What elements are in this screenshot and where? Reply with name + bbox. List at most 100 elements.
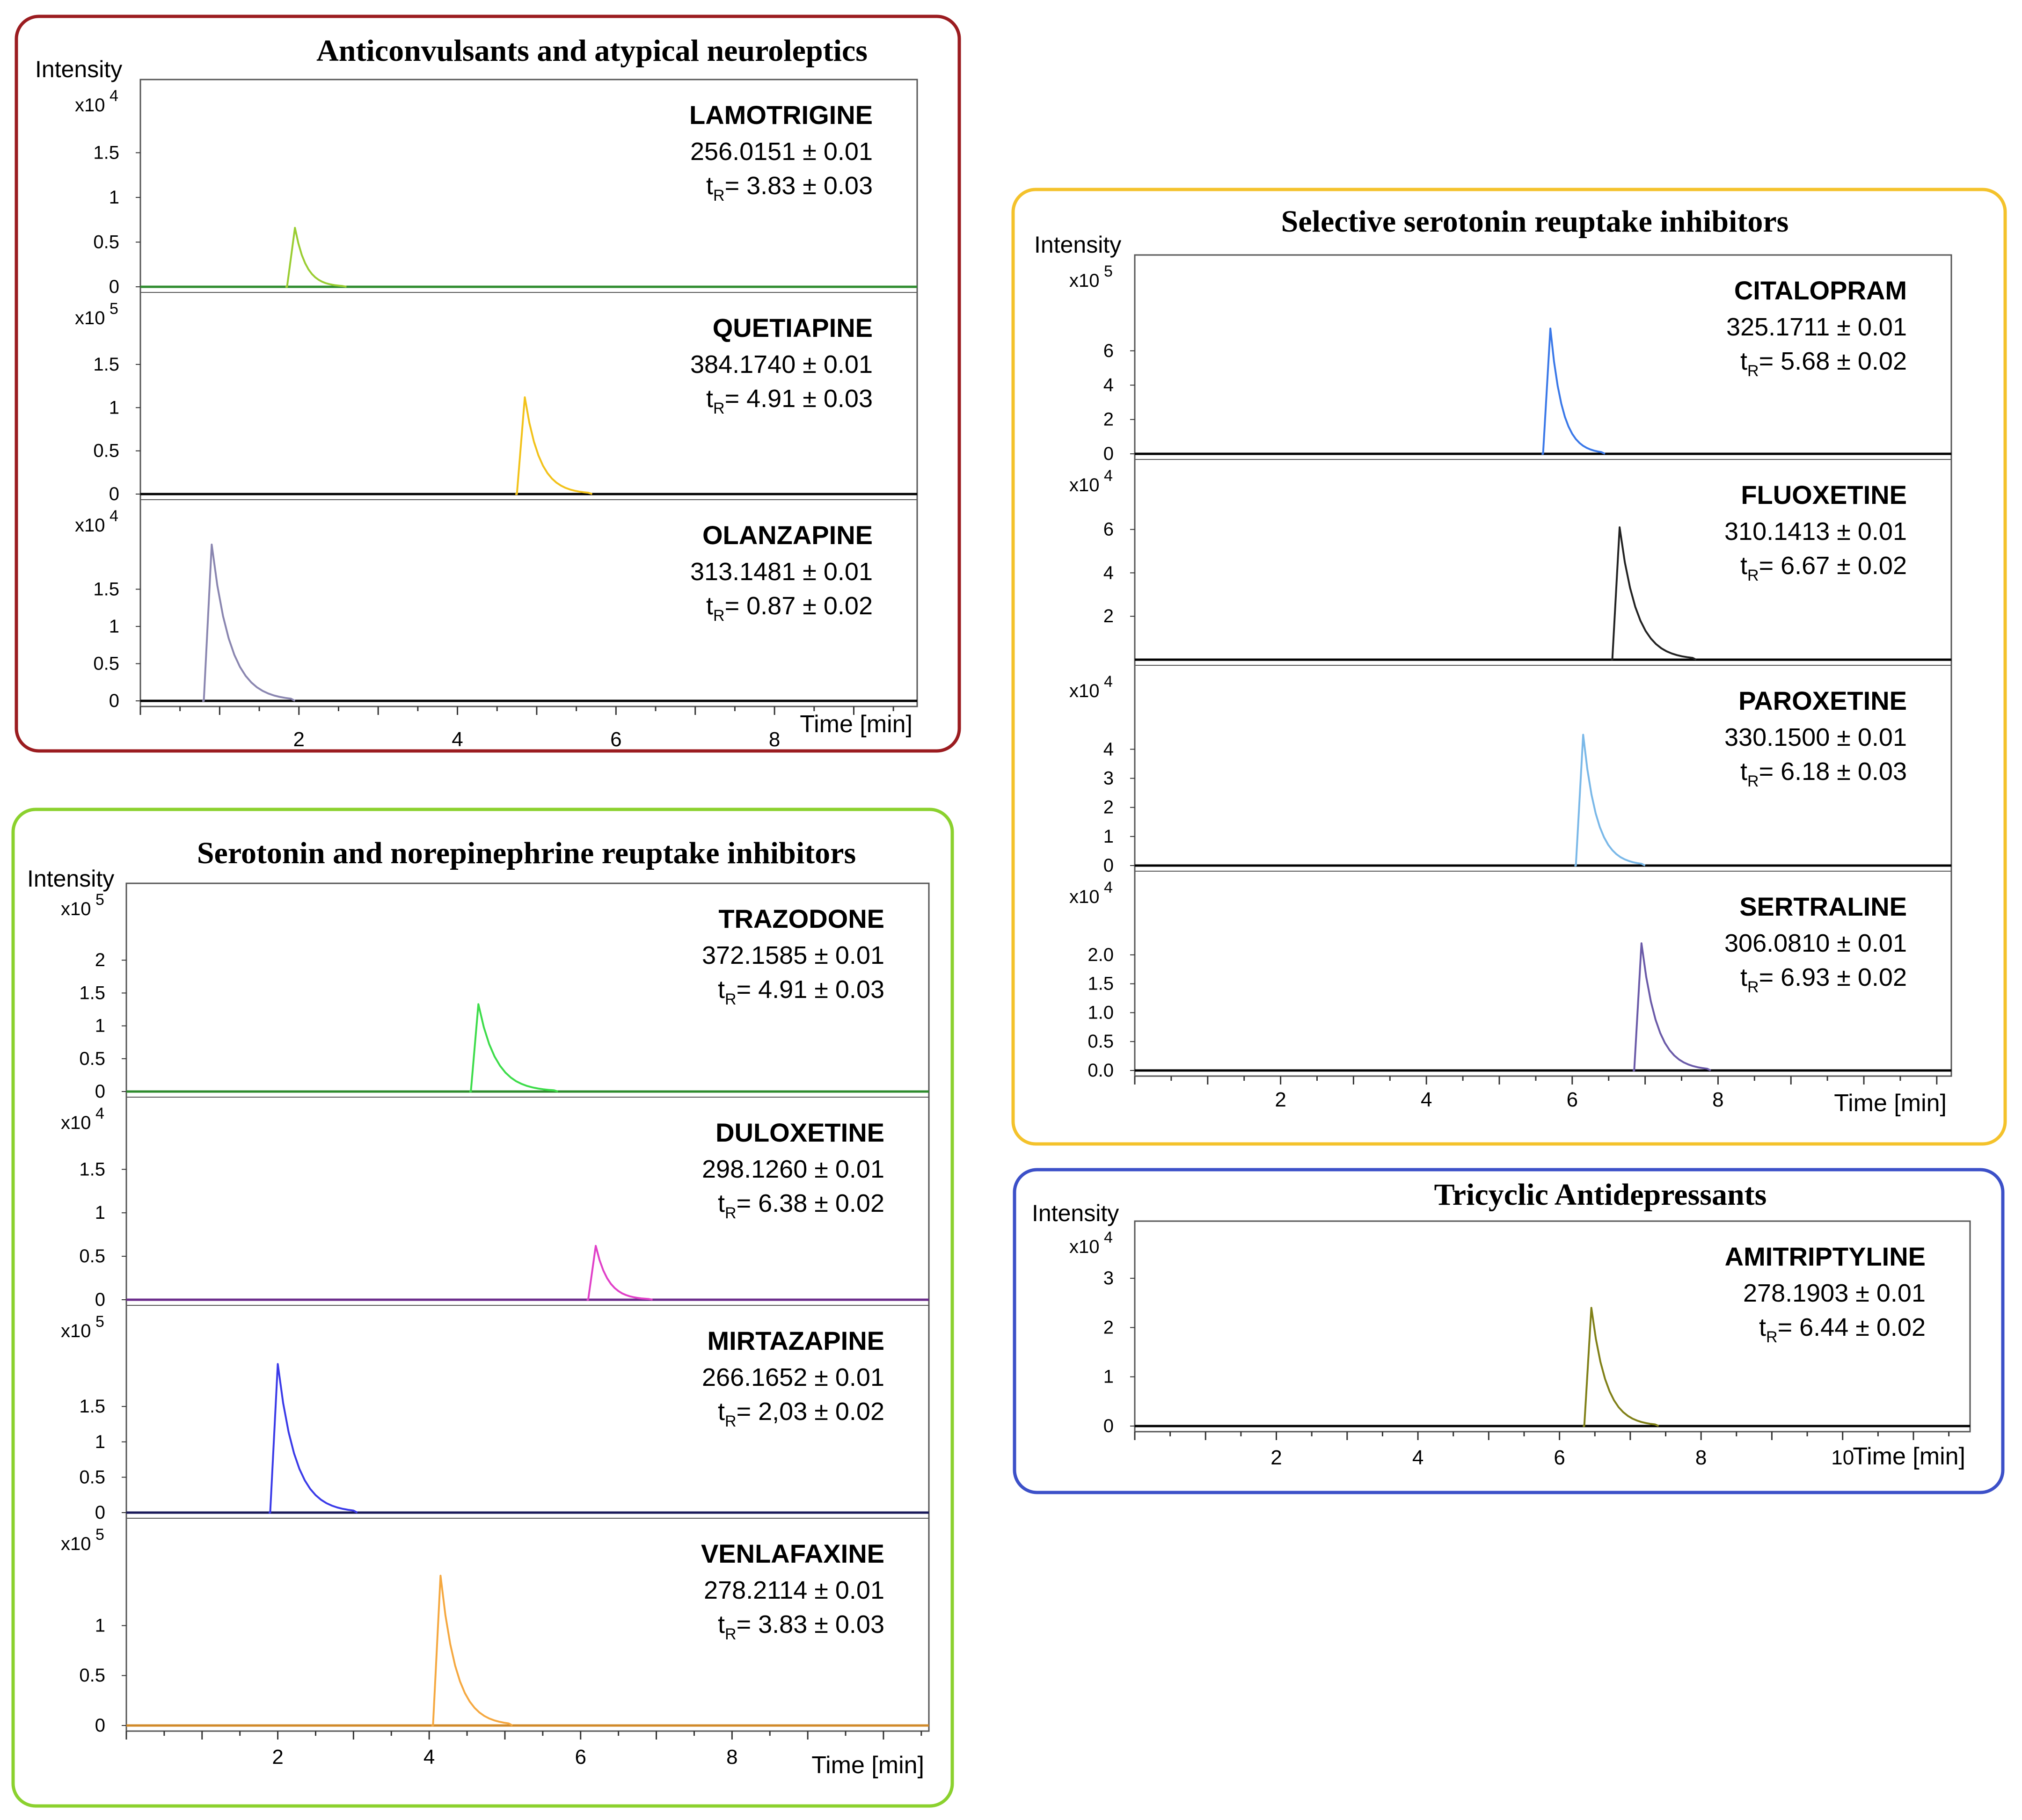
x-axis: 2 4 6 8 bbox=[125, 1731, 922, 1769]
y-tick-label: 1.5 bbox=[79, 983, 105, 1003]
compound-mz: 313.1481 ± 0.01 bbox=[690, 558, 873, 586]
retention-time: tR= 4.91 ± 0.03 bbox=[706, 385, 873, 417]
y-tick-label: 0 bbox=[95, 1289, 105, 1310]
panel-title: Serotonin and norepinephrine reuptake in… bbox=[197, 836, 856, 870]
x-tick-label: 8 bbox=[1695, 1446, 1707, 1469]
y-tick-label: 1.5 bbox=[93, 579, 119, 599]
rt-value: = 5.68 ± 0.02 bbox=[1759, 347, 1907, 375]
x-tick-label: 6 bbox=[575, 1746, 586, 1769]
y-scale-label: x10 4 bbox=[75, 87, 118, 116]
compound-mz: 310.1413 ± 0.01 bbox=[1724, 517, 1907, 546]
trace-sertraline: 0.0 0.5 1.0 1.5 2.0 x10 4 SERTRALINE 306.0810 ±… bbox=[1069, 871, 1951, 1081]
y-scale-label: x10 5 bbox=[61, 891, 104, 919]
y-scale-exponent: 4 bbox=[1100, 1229, 1113, 1246]
y-scale-label: x10 4 bbox=[1069, 673, 1113, 701]
x-axis-label: Time [min] bbox=[811, 1752, 924, 1779]
compound-name: LAMOTRIGINE bbox=[689, 100, 873, 130]
y-scale-exponent: 5 bbox=[1100, 262, 1113, 280]
x-axis: 2 4 6 8 10 bbox=[1134, 1432, 1950, 1469]
panel-title: Selective serotonin reuptake inhibitors bbox=[1281, 204, 1789, 239]
y-tick-label: 1.5 bbox=[93, 354, 119, 375]
y-tick-label: 0 bbox=[95, 1715, 105, 1736]
x-axis: 2 4 6 8 bbox=[1134, 1076, 1938, 1111]
compound-mz: 306.0810 ± 0.01 bbox=[1724, 929, 1907, 957]
y-tick-label: 0.0 bbox=[1088, 1060, 1114, 1081]
trace-quetiapine: 0 0.5 1 1.5 x10 5 QUETIAPINE 384.1740 ± 0.01 tR… bbox=[75, 292, 917, 504]
y-tick-label: 2 bbox=[1103, 1317, 1114, 1338]
peak-line bbox=[1541, 328, 1606, 455]
retention-time: tR= 3.83 ± 0.03 bbox=[706, 172, 873, 204]
trace-mirtazapine: 0 0.5 1 1.5 x10 5 MIRTAZAPINE 266.1652 ± 0.01 t… bbox=[61, 1305, 929, 1523]
trace-lamotrigine: 0 0.5 1 1.5 x10 4 LAMOTRIGINE 256.0151 ± 0.01 t… bbox=[75, 87, 917, 297]
peak-line bbox=[469, 1003, 558, 1092]
retention-time: tR= 6.18 ± 0.03 bbox=[1740, 757, 1907, 790]
y-tick-label: 0 bbox=[109, 277, 119, 297]
compound-mz: 278.2114 ± 0.01 bbox=[704, 1576, 884, 1604]
y-tick-label: 0 bbox=[1103, 1416, 1114, 1436]
peak-line bbox=[1574, 734, 1646, 866]
y-tick-label: 1 bbox=[109, 397, 119, 418]
y-scale-exponent: 4 bbox=[1100, 879, 1113, 896]
y-scale-exponent: 5 bbox=[105, 300, 118, 318]
y-axis-label: Intensity bbox=[1034, 232, 1121, 258]
x-tick-label: 6 bbox=[1567, 1088, 1578, 1111]
x-tick-label: 2 bbox=[272, 1746, 283, 1769]
trace-citalopram: 0 2 4 6 x10 5 CITALOPRAM 325.1711 ± 0.01 tR= 5.… bbox=[1069, 262, 1951, 464]
compound-mz: 278.1903 ± 0.01 bbox=[1743, 1279, 1926, 1307]
peak-line bbox=[285, 226, 347, 288]
y-tick-label: 0.5 bbox=[79, 1467, 105, 1487]
panel-title: Tricyclic Antidepressants bbox=[1434, 1178, 1767, 1212]
panel-frame bbox=[1011, 188, 2007, 1146]
y-tick-label: 2 bbox=[1103, 797, 1114, 818]
y-tick-label: 1.5 bbox=[79, 1159, 105, 1179]
trace-olanzapine: 0 0.5 1 1.5 x10 4 OLANZAPINE 313.1481 ± 0.01 tR… bbox=[75, 499, 917, 711]
rt-value: = 3.83 ± 0.03 bbox=[725, 172, 873, 200]
y-scale-label: x10 5 bbox=[75, 300, 118, 328]
compound-name: QUETIAPINE bbox=[713, 313, 873, 342]
panel-title: Anticonvulsants and atypical neuroleptic… bbox=[316, 34, 868, 68]
y-tick-label: 4 bbox=[1103, 375, 1114, 395]
x-tick-label: 2 bbox=[1270, 1446, 1282, 1469]
y-tick-label: 1 bbox=[109, 187, 119, 208]
rt-value: = 3.83 ± 0.03 bbox=[737, 1610, 884, 1638]
y-tick-label: 1 bbox=[109, 616, 119, 637]
compound-name: PAROXETINE bbox=[1738, 686, 1907, 715]
x-axis: 2 4 6 8 bbox=[139, 706, 894, 751]
rt-subscript: R bbox=[725, 990, 737, 1008]
retention-time: tR= 6.44 ± 0.02 bbox=[1759, 1313, 1926, 1346]
y-tick-label: 0.5 bbox=[93, 653, 119, 674]
compound-name: TRAZODONE bbox=[718, 904, 884, 933]
x-tick-label: 8 bbox=[726, 1746, 737, 1769]
compound-mz: 266.1652 ± 0.01 bbox=[702, 1363, 884, 1391]
retention-time: tR= 5.68 ± 0.02 bbox=[1740, 347, 1907, 380]
y-scale-exponent: 5 bbox=[91, 1313, 104, 1331]
panel-ssri: Selective serotonin reuptake inhibitors I… bbox=[1011, 188, 2007, 1146]
y-tick-label: 0.5 bbox=[93, 232, 119, 252]
rt-value: = 6.44 ± 0.02 bbox=[1778, 1313, 1926, 1341]
panel-frame bbox=[11, 808, 954, 1808]
x-axis-label: Time [min] bbox=[1853, 1443, 1965, 1470]
rt-value: = 4.91 ± 0.03 bbox=[725, 385, 873, 413]
x-tick-label: 4 bbox=[452, 728, 463, 751]
y-scale-label: x10 4 bbox=[1069, 467, 1113, 495]
plot-frame bbox=[139, 79, 918, 707]
y-tick-label: 1 bbox=[95, 1016, 105, 1036]
x-tick-label: 4 bbox=[1421, 1088, 1432, 1111]
y-tick-label: 0 bbox=[1103, 444, 1114, 464]
compound-mz: 325.1711 ± 0.01 bbox=[1726, 313, 1907, 341]
rt-subscript: R bbox=[1747, 567, 1759, 584]
y-tick-label: 6 bbox=[1103, 341, 1114, 361]
rt-subscript: R bbox=[1747, 772, 1759, 790]
x-axis-label: Time [min] bbox=[1834, 1090, 1947, 1117]
peak-line bbox=[1611, 526, 1697, 661]
rt-subscript: R bbox=[713, 400, 725, 417]
rt-value: = 6.38 ± 0.02 bbox=[737, 1189, 884, 1217]
peak-line bbox=[202, 543, 296, 702]
y-scale-label: x10 4 bbox=[1069, 1229, 1113, 1257]
peak-line bbox=[586, 1245, 653, 1301]
y-tick-label: 4 bbox=[1103, 562, 1114, 583]
y-scale-exponent: 4 bbox=[1100, 673, 1113, 691]
y-tick-label: 0.5 bbox=[79, 1665, 105, 1686]
